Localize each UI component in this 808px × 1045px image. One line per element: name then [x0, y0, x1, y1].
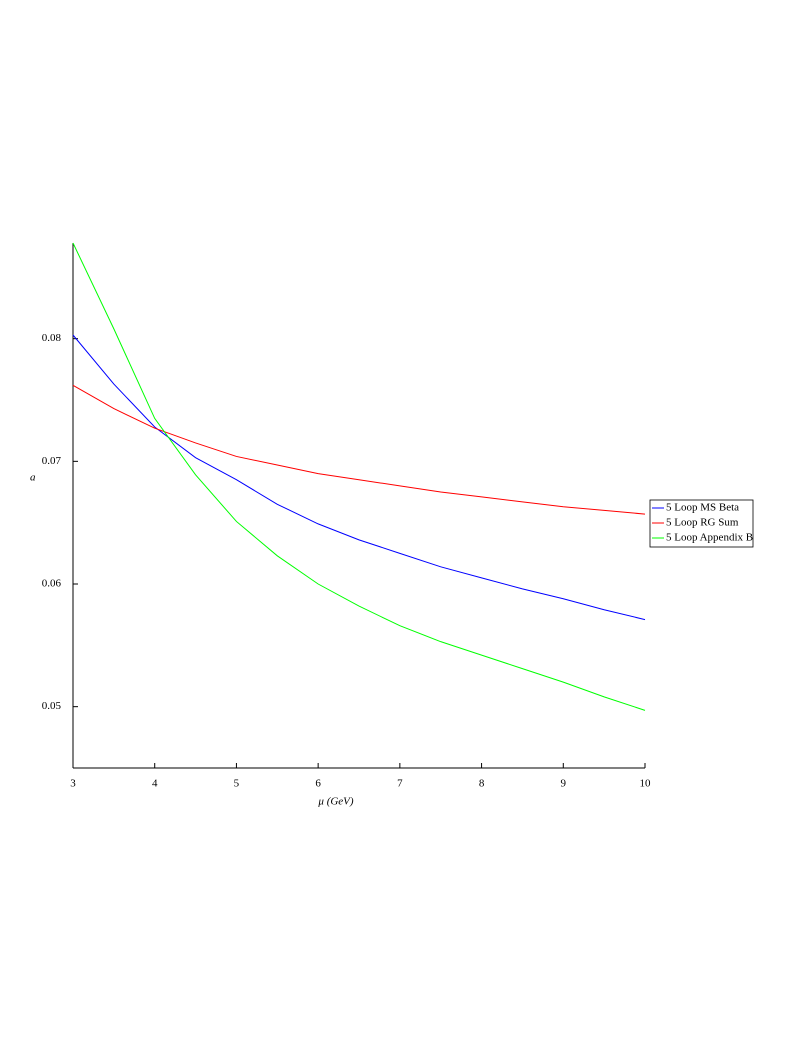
x-tick-label: 8: [479, 778, 485, 790]
x-tick-label: 9: [561, 778, 567, 790]
y-tick-label: 0.05: [42, 700, 62, 712]
y-tick-label: 0.08: [42, 332, 62, 344]
x-tick-label: 4: [152, 778, 158, 790]
x-tick-label: 3: [70, 778, 76, 790]
x-tick-label: 10: [640, 778, 652, 790]
y-axis-label: a: [30, 472, 36, 484]
legend-label: 5 Loop Appendix B: [666, 532, 753, 544]
y-tick-label: 0.07: [42, 455, 62, 467]
x-axis-label: μ (GeV): [317, 796, 353, 808]
legend-box: [649, 499, 754, 548]
series-line: [72, 334, 646, 621]
x-tick-label: 6: [315, 778, 321, 790]
legend-label: 5 Loop MS Beta: [666, 502, 739, 514]
legend-label: 5 Loop RG Sum: [666, 517, 739, 529]
x-tick-label: 7: [397, 778, 403, 790]
y-tick-label: 0.06: [42, 578, 62, 590]
series-line: [72, 242, 646, 711]
series-line: [72, 384, 646, 515]
x-tick-label: 5: [234, 778, 240, 790]
